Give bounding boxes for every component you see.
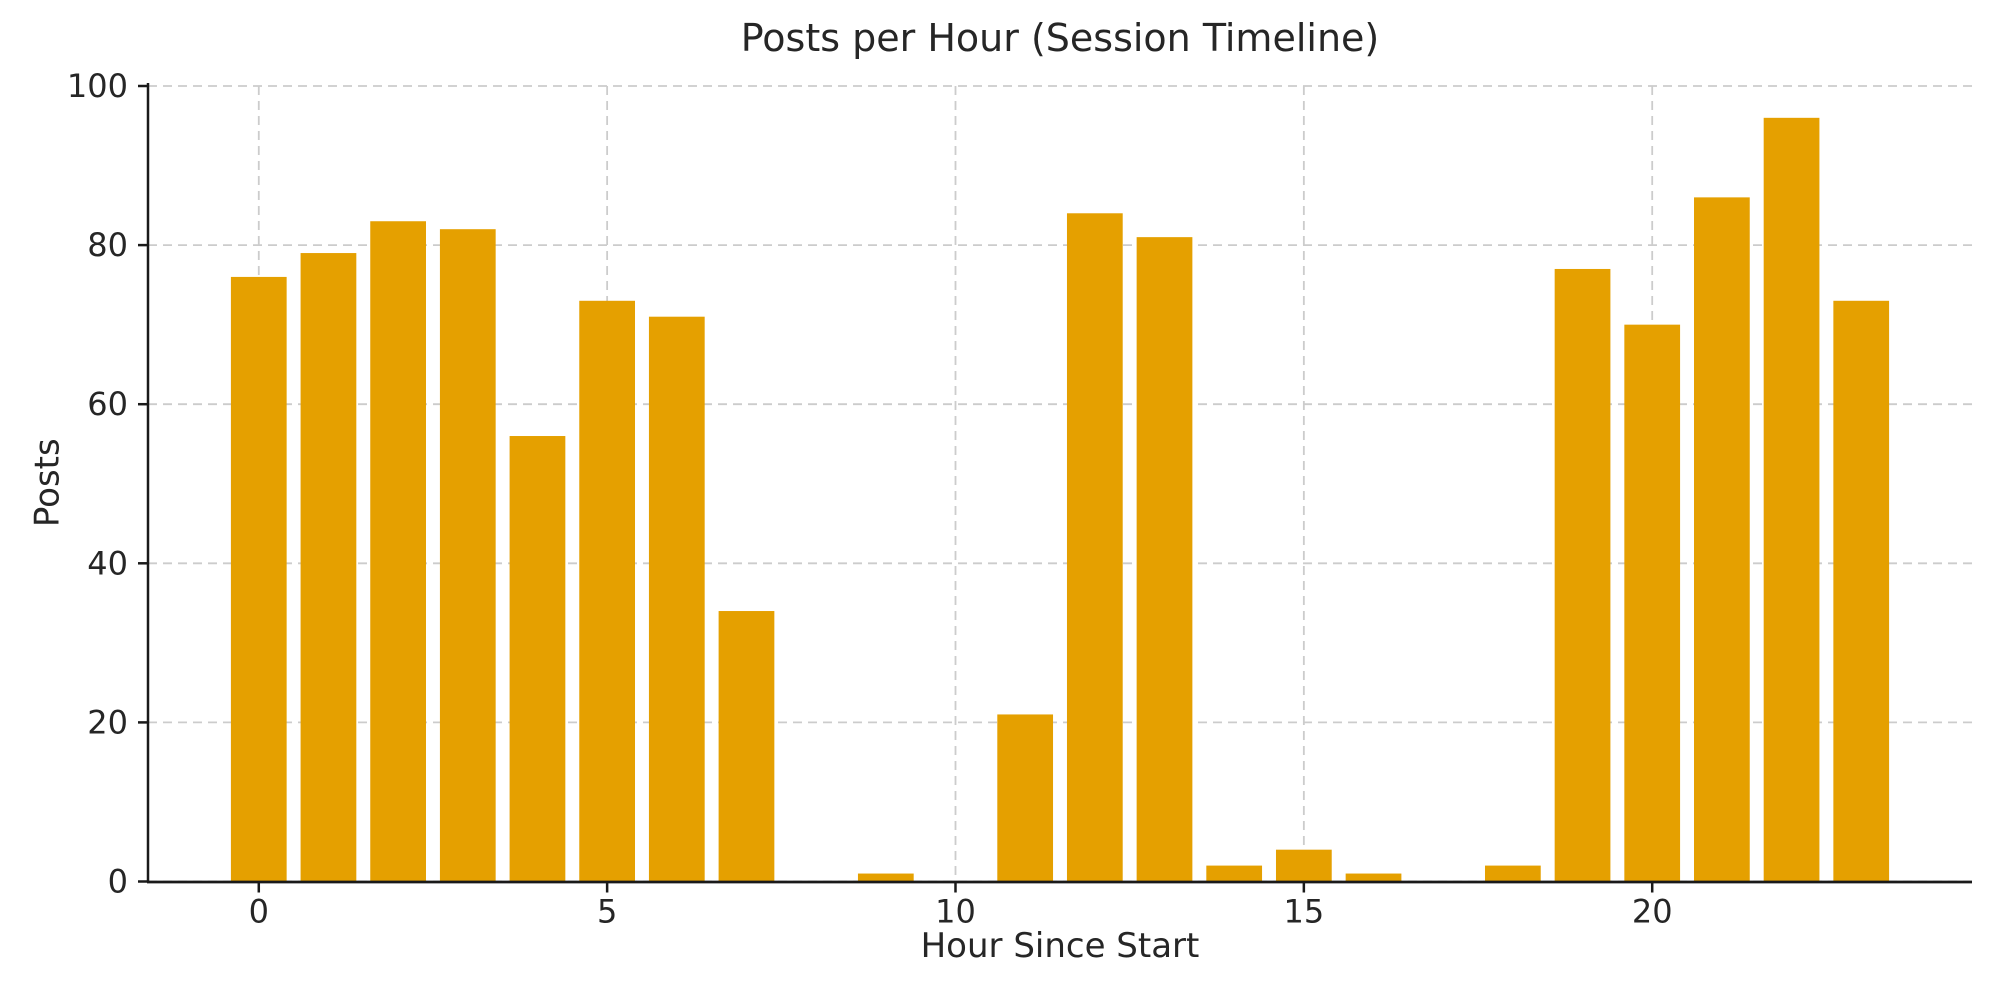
bar-hour-18 — [1484, 865, 1541, 882]
bar-hour-2 — [370, 221, 426, 882]
bar-hour-7 — [718, 611, 775, 882]
bar-hour-15 — [1275, 849, 1332, 882]
y-tick-label-20: 20 — [87, 703, 128, 741]
bar-hour-6 — [648, 316, 705, 882]
bar-hour-12 — [1066, 213, 1123, 882]
bar-hour-3 — [439, 229, 496, 882]
bar-hour-1 — [300, 253, 357, 882]
bar-hour-9 — [857, 873, 914, 882]
y-tick-label-60: 60 — [87, 385, 128, 423]
bar-hour-21 — [1694, 197, 1750, 882]
bar-hour-5 — [579, 300, 636, 882]
x-tick-label-20: 20 — [1632, 893, 1673, 931]
bar-hour-4 — [509, 436, 566, 882]
x-tick-label-5: 5 — [597, 893, 617, 931]
y-tick-label-40: 40 — [87, 544, 128, 582]
x-tick-label-15: 15 — [1283, 893, 1324, 931]
x-tick-label-10: 10 — [935, 893, 976, 931]
bar-hour-20 — [1624, 324, 1681, 882]
bar-hour-0 — [230, 276, 287, 882]
bar-hour-23 — [1833, 300, 1890, 882]
bar-hour-16 — [1345, 873, 1402, 882]
y-tick-label-100: 100 — [67, 67, 128, 105]
bar-hour-13 — [1136, 237, 1193, 882]
x-tick-label-0: 0 — [249, 893, 269, 931]
chart-title: Posts per Hour (Session Timeline) — [740, 16, 1380, 60]
bar-hour-11 — [997, 714, 1054, 882]
y-tick-label-0: 0 — [108, 863, 128, 901]
y-tick-label-80: 80 — [87, 226, 128, 264]
bar-hour-14 — [1206, 865, 1263, 882]
bar-hour-22 — [1763, 117, 1820, 882]
y-axis-label: Posts — [27, 438, 68, 528]
x-axis-label: Hour Since Start — [920, 926, 1200, 966]
bar-hour-19 — [1554, 268, 1611, 882]
